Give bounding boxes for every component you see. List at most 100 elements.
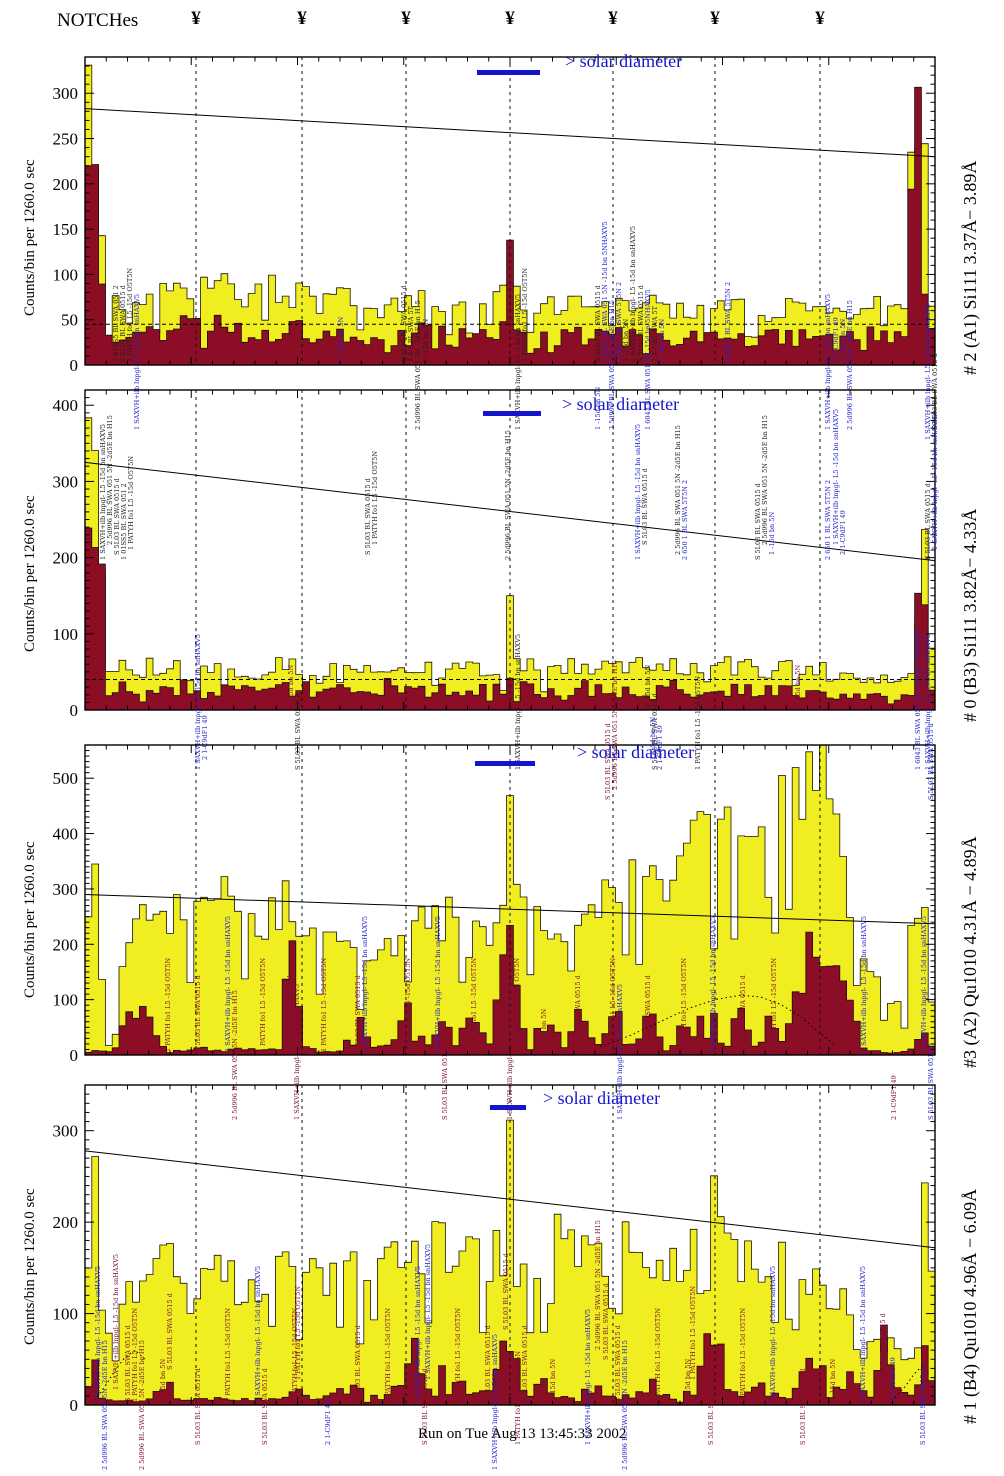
event-annotation: S 5L03 BL SWA 0515 d [754, 483, 762, 560]
y-tick-label: 100 [53, 1305, 79, 1324]
panel-4: 0 100 200 300 1 SAXVH+ilb lnpgl- L5 -15d bn … [53, 1084, 936, 1470]
y-tick-label: 200 [53, 549, 79, 568]
event-annotation: 1 PATYH fo1 L5 -15d O5T5N [689, 1286, 697, 1380]
y-tick-label: 300 [53, 472, 79, 491]
y-tick-label: 50 [61, 311, 78, 330]
event-annotation: 1 SAXVH+ilb lnpgl- L5 -15d bn snHAXV5 [629, 226, 637, 362]
event-annotation: S 5L03 BL SWA 0515 d [521, 1325, 529, 1402]
event-annotation: 2 1-C9dF1 49 [832, 317, 840, 362]
event-annotation: 2 5d996 BL SWA 051 5N -2d5E bn H15 [611, 660, 619, 790]
y-tick-label: 100 [53, 991, 79, 1010]
notch-yen-symbol: ¥ [815, 8, 825, 29]
event-annotation: 1 SAXVH+ilb lnpgl- L5 -15d bn snHAXV5 [584, 1309, 592, 1445]
y-tick-label: 500 [53, 769, 79, 788]
event-annotation: 1 -15d bn 5N [644, 665, 652, 708]
event-annotation: 1 SAXVH+ilb lnpgl- L5 -15d bn snHAXV5 [133, 294, 141, 430]
event-annotation: 1 -15d bn 5N [658, 319, 666, 362]
event-annotation: 1 SAXVH+ilb lnpgl- L5 -15d bn snHAXV5 [293, 984, 301, 1120]
event-annotation: S 5L03 BL SWA 0515 d [194, 975, 202, 1052]
event-annotation: 1 -15d bn 5N [839, 319, 847, 362]
event-annotation: 1 SAXVH+ilb lnpgl- L5 -15d bn snHAXV5 [859, 1266, 867, 1402]
event-annotation: 1 -15d bn 5N [549, 1359, 557, 1402]
event-annotation: 1 SAXVH+ilb lnpgl- L5 -15d bn snHAXV5 [824, 294, 832, 430]
event-annotation: 2 5d996 BL SWA 051 5N -2d5E bn H15 [504, 430, 512, 560]
event-annotation: 2 5d996 BL SWA 051 5N -2d5E bn H15 [761, 415, 769, 545]
panel-2: 0 100 200 300 400 1 SAXVH+ilb lnpgl- L5 -15d … [53, 387, 940, 770]
panel-3-detector-label: #3 (A2) Qu1010 4.31Å − 4.89Å [960, 836, 980, 1068]
event-annotation: 1 SAXVH+ilb lnpgl- L5 -15d bn snHAXV5 [491, 1334, 499, 1470]
event-annotation: 1 6043 BL SWA 051 5N -15d bn 5NHAXV5 [601, 221, 609, 362]
y-axis-label-panel-2: Counts/bin per 1260.0 sec [22, 495, 38, 652]
event-annotation: 1 SAXVH+ilb lnpgl- L5 -15d bn snHAXV5 [361, 916, 369, 1052]
y-tick-label: 250 [53, 130, 79, 149]
event-annotation: 1 PATYH fo1 L5 -15d O5T5N [371, 451, 379, 545]
event-annotation: 1 SAXVH+ilb lnpgl- L5 -15d bn snHAXV5 [414, 1266, 422, 1402]
event-annotation: 1 SAXVH+ilb lnpgl- L5 -15d bn snHAXV5 [634, 424, 642, 560]
event-annotation: 1 SAXVH+ilb lnpgl- L5 -15d bn snHAXV5 [924, 634, 932, 770]
event-annotation: 2 5d996 BL SWA 051 5N -2d5E bn H15 [846, 300, 854, 430]
event-annotation: S 5L03 BL SWA 0515 d [119, 285, 127, 362]
event-annotation: S 5L03 BL SWA 0515 d [830, 975, 838, 1052]
event-annotation: 1 PATYH fo1 L5 -15d O5T5N [680, 958, 688, 1052]
event-annotation: S 5L03 BL SWA 0515 d [614, 1325, 622, 1402]
event-annotation: 1 PATYH fo1 L5 -15d O5T5N [126, 268, 134, 362]
y-tick-label: 300 [53, 1122, 79, 1141]
event-annotation: 1 -15d bn 5N [794, 665, 802, 708]
event-annotation: 1 SAXVH+ilb lnpgl- L5 -15d bn snHAXV5 [224, 916, 232, 1052]
notch-yen-symbol: ¥ [505, 8, 515, 29]
event-annotation: S 5L03 BL SWA 0515 d [166, 1293, 174, 1370]
solar-diameter-bar [477, 70, 540, 75]
event-annotation: 1 PATYH fo1 L5 -15d O5T5N [514, 1351, 522, 1445]
event-annotation: 2 5d996 BL SWA 051 5N -2d5E bn H15 [608, 300, 616, 430]
event-annotation: 1 SAXVH+ilb lnpgl- L5 -15d bn snHAXV5 [514, 634, 522, 770]
event-annotation: 2 650 1 BL SWA 5T5N 2 [724, 282, 732, 362]
notches-title: NOTCHes [57, 10, 139, 31]
event-annotation: 1 SAXVH+ilb lnpgl- L5 -15d bn snHAXV5 [506, 984, 514, 1120]
notch-yen-symbol: ¥ [297, 8, 307, 29]
event-annotation: 1 -15d bn 5N [594, 387, 602, 430]
event-annotation: 2 1-C9dF1 49 [890, 1075, 898, 1120]
event-annotation: 1 SAXVH+ilb lnpgl- L5 -15d bn snHAXV5 [924, 304, 932, 440]
solar-diameter-bar [483, 411, 541, 416]
event-annotation: 1 -15d bn 5N [829, 1359, 837, 1402]
event-annotation: 2 5d996 BL SWA 051 5N -2d5E bn H15 [594, 1220, 602, 1350]
trend-line [84, 1150, 936, 1249]
event-annotation: 1 PATYH fo1 L5 -15d O5T5N [131, 1308, 139, 1402]
dotted-curve [894, 1363, 926, 1399]
event-annotation: S 5L03 BL SWA 0515 d [651, 693, 659, 770]
event-annotation: 1 -15d bn 5N [287, 665, 295, 708]
panel-1-detector-label: # 2 (A1) Si111 3.37Å− 3.89Å [960, 160, 980, 375]
event-annotation: S 5L03 BL SWA 0515 d [637, 285, 645, 362]
event-annotation: 2 1-C9dF1 49 [839, 510, 847, 555]
event-annotation: 1 SAXVH+ilb lnpgl- L5 -15d bn snHAXV5 [769, 1266, 777, 1402]
event-annotation: 1 SAXVH+ilb lnpgl- L5 -15d bn snHAXV5 [94, 1266, 102, 1402]
event-annotation: S 5L03 BL SWA 0515 d [354, 975, 362, 1052]
event-annotation: S 5L03 BL SWA 0515 d [924, 483, 932, 560]
event-annotation: S 5L03 BL SWA 0515 d [421, 1368, 429, 1445]
event-annotation: 2 5d996 BL SWA 051 5N -2d5E bn H15 [674, 425, 682, 555]
y-tick-label: 0 [70, 356, 79, 375]
y-tick-label: 400 [53, 396, 79, 415]
event-annotation: 2 5d996 BL SWA 051 5N -2d5E bn H15 [101, 1340, 109, 1470]
y-tick-label: 400 [53, 825, 79, 844]
run-timestamp: Run on Tue Aug 13 13:45:33 2002 [418, 1426, 627, 1442]
event-annotation: 1 -15d bn 5N [540, 1009, 548, 1052]
y-axis-label-panel-1: Counts/bin per 1260.0 sec [22, 159, 38, 316]
event-annotation: 2 650 1 BL SWA 5T5N 2 [824, 480, 832, 560]
event-annotation: 1 PATYH fo1 L5 -15d O5T5N [384, 1308, 392, 1402]
event-annotation: 2 1-C9dF1 49 [201, 715, 209, 760]
event-annotation: 1 -15d bn 5N [800, 1009, 808, 1052]
event-annotation: S 5L03 BL SWA 0515 d [286, 975, 294, 1052]
solar-diameter-label-panel-4: > solar diameter [543, 1088, 661, 1108]
event-annotation: 1 SAXVH+ilb lnpgl- L5 -15d bn snHAXV5 [514, 294, 522, 430]
event-annotation: 2 1-C9dF1 49 [889, 1357, 897, 1402]
event-annotation: S 5L03 BL SWA 0515 d [484, 1325, 492, 1402]
event-annotation: 1 SAXVH+ilb lnpgl- L5 -15d bn snHAXV5 [832, 409, 840, 545]
y-tick-label: 300 [53, 84, 79, 103]
event-annotation: 1 SAXVH+ilb lnpgl- L5 -15d bn snHAXV5 [860, 916, 868, 1052]
event-annotation: S 5L03 BL SWA 0515 d [400, 285, 408, 362]
event-annotation: S 5L03 BL SWA 0515 d [707, 1368, 715, 1445]
event-annotation: 1 PATYH fo1 L5 -15d O5T5N [470, 958, 478, 1052]
